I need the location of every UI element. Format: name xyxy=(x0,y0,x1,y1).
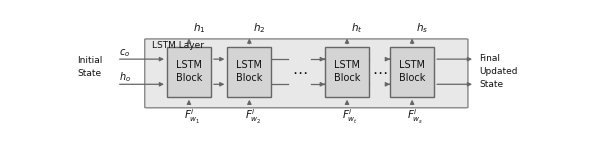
Text: Updated: Updated xyxy=(479,67,518,76)
Text: LSTM
Block: LSTM Block xyxy=(399,60,425,83)
Text: $h_t$: $h_t$ xyxy=(351,21,362,35)
Text: $F^i_{w_s}$: $F^i_{w_s}$ xyxy=(407,108,424,126)
Text: LSTM
Block: LSTM Block xyxy=(236,60,263,83)
Text: State: State xyxy=(479,80,503,89)
FancyBboxPatch shape xyxy=(390,47,434,97)
Text: $h_1$: $h_1$ xyxy=(193,21,205,35)
Text: $h_2$: $h_2$ xyxy=(253,21,266,35)
FancyBboxPatch shape xyxy=(145,39,468,108)
Text: Final: Final xyxy=(479,54,500,63)
Text: $h_s$: $h_s$ xyxy=(416,21,428,35)
Text: $\cdots$: $\cdots$ xyxy=(292,64,307,79)
Text: State: State xyxy=(77,69,101,78)
Text: LSTM
Block: LSTM Block xyxy=(176,60,202,83)
Text: LSTM
Block: LSTM Block xyxy=(334,60,360,83)
Text: $h_o$: $h_o$ xyxy=(119,70,131,84)
Text: $c_o$: $c_o$ xyxy=(119,47,130,59)
FancyBboxPatch shape xyxy=(325,47,369,97)
Text: $F^i_{w_1}$: $F^i_{w_1}$ xyxy=(184,108,201,126)
Text: $F^i_{w_2}$: $F^i_{w_2}$ xyxy=(245,108,262,126)
Text: LSTM Layer: LSTM Layer xyxy=(152,41,204,50)
Text: Initial: Initial xyxy=(77,56,103,65)
FancyBboxPatch shape xyxy=(227,47,271,97)
FancyBboxPatch shape xyxy=(167,47,211,97)
Text: $F^i_{w_t}$: $F^i_{w_t}$ xyxy=(343,108,358,126)
Text: $\cdots$: $\cdots$ xyxy=(373,64,388,79)
